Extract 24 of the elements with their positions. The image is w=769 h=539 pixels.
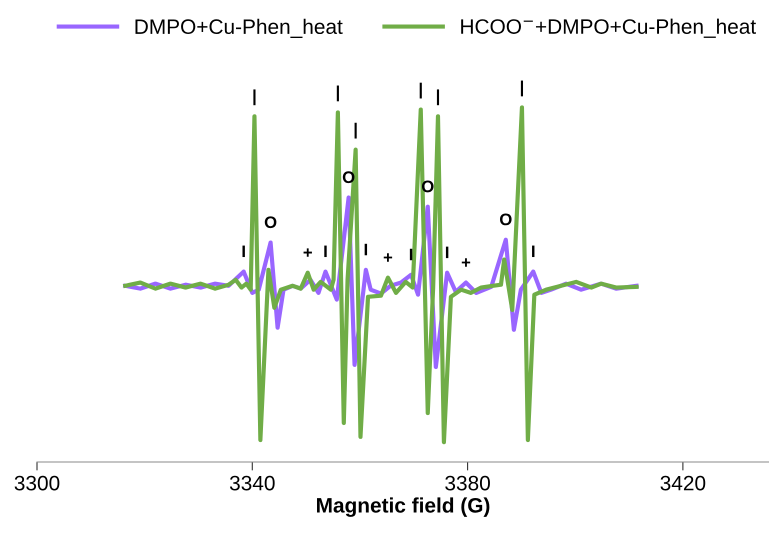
annotation: I	[532, 246, 534, 258]
annotation: I	[446, 246, 448, 258]
legend-label: DMPO+Cu-Phen_heat	[136, 18, 343, 38]
annotation: |	[436, 89, 440, 106]
x-axis-title: Magnetic field (G)	[317, 497, 490, 517]
annotation: +	[384, 253, 392, 262]
legend-label: HCOO$^{−}$+DMPO+Cu-Phen_heat	[461, 18, 756, 38]
annotation: +	[304, 248, 312, 257]
x-tick-label: 3340	[230, 476, 275, 490]
annotation: |	[253, 89, 256, 106]
annotation: O	[264, 216, 276, 228]
annotation: |	[354, 122, 357, 139]
x-tick-label: 3380	[445, 476, 490, 490]
annotation: I	[242, 246, 245, 258]
annotation: I	[324, 246, 327, 258]
annotation: |	[336, 86, 339, 102]
annotation: |	[520, 80, 524, 96]
annotation: +	[462, 258, 470, 267]
annotation: I	[364, 244, 368, 256]
annotation: O	[500, 213, 512, 226]
annotation: |	[420, 82, 422, 98]
x-tick-label: 3420	[660, 476, 706, 490]
annotation: I	[410, 248, 412, 260]
x-tick-label: 3300	[14, 476, 60, 490]
